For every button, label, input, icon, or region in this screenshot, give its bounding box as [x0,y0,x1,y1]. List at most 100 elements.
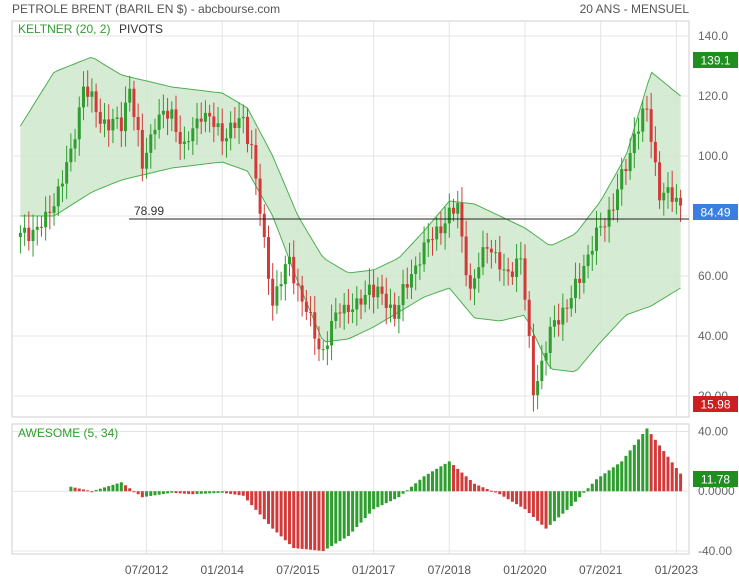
candle-body [73,139,77,149]
candle-body [31,229,35,242]
candle-body [237,118,241,128]
candle-body [405,284,409,288]
candle-body [552,320,556,327]
awesome-bar [645,428,649,492]
awesome-bar [279,491,283,537]
awesome-bar [603,473,607,492]
candle-body [540,360,544,382]
awesome-bar [212,491,216,494]
awesome-bar [430,471,434,492]
awesome-bar [73,487,77,492]
awesome-bar [523,491,527,510]
candle-body [153,129,157,135]
awesome-bar [494,491,498,493]
awesome-bar [561,491,565,514]
candle-body [182,141,186,144]
candle-body [330,320,334,346]
time-tick-label: 07/2018 [428,563,472,577]
awesome-bar [473,483,477,492]
candle-body [632,133,636,154]
awesome-bar [355,491,359,528]
awesome-bar [670,462,674,492]
awesome-tick-label: 40.00 [698,424,728,438]
awesome-tick-label: 0.0000 [698,484,735,498]
awesome-bar [149,491,153,496]
awesome-bar [98,488,102,492]
candle-body [452,207,456,214]
candle-body [435,226,439,240]
awesome-bar [485,489,489,492]
awesome-bar [300,491,304,549]
awesome-bar [531,491,535,517]
awesome-bar [258,491,262,515]
awesome-bar [124,485,128,492]
awesome-bar [515,491,519,505]
candle-body [628,153,632,172]
awesome-bar [401,491,405,494]
candle-body [288,256,292,265]
candle-body [279,284,283,287]
candle-body [561,307,565,325]
candle-body [187,141,191,143]
awesome-bar [178,491,182,494]
awesome-bar [599,476,603,492]
awesome-panel: 40.00 0.0000 -40.00 AWESOME (5, 34) [11,423,735,558]
awesome-bar [119,482,123,492]
candle-body [199,118,203,122]
candle-body [620,168,624,190]
time-tick-label: 07/2015 [276,563,320,577]
keltner-legend[interactable]: KELTNER (20, 2) [18,22,110,36]
candle-body [456,203,460,214]
awesome-bar [267,491,271,524]
awesome-bar [548,491,552,525]
awesome-bar [557,491,561,518]
candle-body [674,197,678,202]
awesome-bar [145,491,149,497]
candle-body [90,91,94,97]
candle-body [447,207,451,224]
candle-body [136,117,140,130]
candle-body [170,109,174,119]
candle-body [342,304,346,314]
candle-body [473,278,477,289]
time-tick-label: 01/2020 [503,563,547,577]
candle-body [393,304,397,319]
awesome-bar [489,490,493,492]
candlesticks [18,70,683,412]
candle-body [300,285,304,302]
awesome-bar [245,491,249,501]
candle-body [98,112,102,124]
awesome-bar [662,451,666,492]
candle-body [161,110,165,115]
awesome-axis-ticks: 40.00 0.0000 -40.00 [698,424,735,558]
candle-body [670,187,674,202]
candle-body [325,345,329,350]
awesome-bar [510,491,514,502]
price-panel: 78.99 20.0040.0060.0080.00100.0120.0140.… [11,20,728,418]
awesome-bar [157,491,161,495]
awesome-bar [456,468,460,492]
awesome-bar [153,491,157,496]
candle-body [653,141,657,163]
period-label: 20 ANS - MENSUEL [580,2,690,16]
candle-body [498,252,502,270]
awesome-bar [658,445,662,492]
candle-body [254,144,258,179]
candle-body [578,278,582,283]
candle-body [23,227,27,233]
candle-body [39,226,43,228]
candle-body [607,209,611,227]
candle-body [384,293,388,308]
candle-body [603,226,607,228]
awesome-legend[interactable]: AWESOME (5, 34) [18,426,118,440]
awesome-bar [309,491,313,550]
candle-body [372,284,376,298]
time-tick-label: 01/2017 [352,563,396,577]
awesome-bar [128,488,132,492]
candle-body [611,209,615,211]
pivots-legend[interactable]: PIVOTS [119,22,163,36]
awesome-bar [292,491,296,549]
awesome-bar [590,483,594,492]
candle-body [565,307,569,309]
awesome-bar [586,488,590,492]
